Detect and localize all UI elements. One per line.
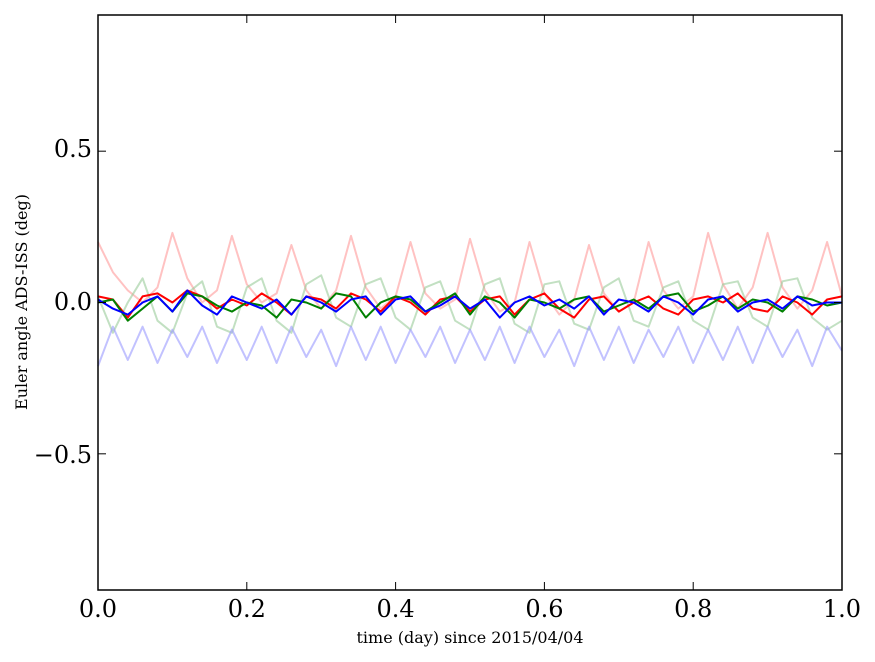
series-line-2 <box>97 325 843 368</box>
series-line-0 <box>97 231 843 316</box>
x-tick-label: 1.0 <box>823 595 861 623</box>
y-tick-label: 0.0 <box>54 288 92 316</box>
plot-frame <box>97 14 843 591</box>
y-tick-label: −0.5 <box>34 441 92 469</box>
series-layer <box>97 231 843 368</box>
x-tick-label: 0.8 <box>674 595 712 623</box>
y-tick-label: 0.5 <box>54 135 92 163</box>
y-axis-label: Euler angle ADS-ISS (deg) <box>12 194 31 410</box>
x-axis-label: time (day) since 2015/04/04 <box>356 628 583 647</box>
x-tick-label: 0.4 <box>377 595 415 623</box>
x-tick-label: 0.6 <box>525 595 563 623</box>
x-tick-label: 0.2 <box>228 595 266 623</box>
series-line-5 <box>97 289 842 319</box>
x-tick-label: 0.0 <box>79 595 117 623</box>
